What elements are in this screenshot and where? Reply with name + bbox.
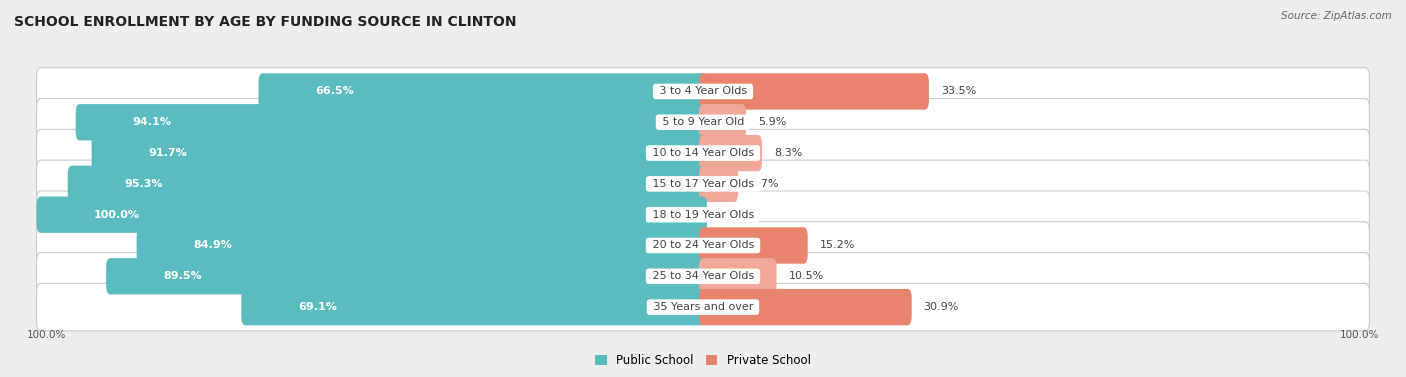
Text: Source: ZipAtlas.com: Source: ZipAtlas.com <box>1281 11 1392 21</box>
FancyBboxPatch shape <box>37 284 1369 331</box>
Text: 91.7%: 91.7% <box>149 148 187 158</box>
Text: 35 Years and over: 35 Years and over <box>650 302 756 312</box>
Text: 15 to 17 Year Olds: 15 to 17 Year Olds <box>648 179 758 189</box>
Text: 94.1%: 94.1% <box>132 117 172 127</box>
Text: 100.0%: 100.0% <box>94 210 139 220</box>
FancyBboxPatch shape <box>699 104 747 141</box>
Text: SCHOOL ENROLLMENT BY AGE BY FUNDING SOURCE IN CLINTON: SCHOOL ENROLLMENT BY AGE BY FUNDING SOUR… <box>14 15 516 29</box>
FancyBboxPatch shape <box>699 73 929 110</box>
Text: 10.5%: 10.5% <box>789 271 824 281</box>
FancyBboxPatch shape <box>242 289 707 325</box>
Legend: Public School, Private School: Public School, Private School <box>591 349 815 372</box>
Text: 5 to 9 Year Old: 5 to 9 Year Old <box>658 117 748 127</box>
FancyBboxPatch shape <box>37 191 1369 238</box>
Text: 66.5%: 66.5% <box>315 86 354 97</box>
Text: 25 to 34 Year Olds: 25 to 34 Year Olds <box>648 271 758 281</box>
FancyBboxPatch shape <box>699 135 762 171</box>
FancyBboxPatch shape <box>136 227 707 264</box>
Text: 89.5%: 89.5% <box>163 271 201 281</box>
Text: 33.5%: 33.5% <box>941 86 976 97</box>
Text: 8.3%: 8.3% <box>773 148 803 158</box>
FancyBboxPatch shape <box>699 227 807 264</box>
FancyBboxPatch shape <box>105 258 707 294</box>
FancyBboxPatch shape <box>37 98 1369 146</box>
FancyBboxPatch shape <box>91 135 707 171</box>
Text: 20 to 24 Year Olds: 20 to 24 Year Olds <box>648 241 758 250</box>
Text: 30.9%: 30.9% <box>924 302 959 312</box>
Text: 69.1%: 69.1% <box>298 302 337 312</box>
FancyBboxPatch shape <box>699 289 911 325</box>
Text: 84.9%: 84.9% <box>194 241 232 250</box>
FancyBboxPatch shape <box>37 196 707 233</box>
FancyBboxPatch shape <box>37 129 1369 177</box>
Text: 0.0%: 0.0% <box>718 210 747 220</box>
Text: 4.7%: 4.7% <box>749 179 779 189</box>
FancyBboxPatch shape <box>67 166 707 202</box>
Text: 95.3%: 95.3% <box>125 179 163 189</box>
Text: 100.0%: 100.0% <box>27 330 66 340</box>
FancyBboxPatch shape <box>76 104 707 141</box>
Text: 10 to 14 Year Olds: 10 to 14 Year Olds <box>648 148 758 158</box>
Text: 100.0%: 100.0% <box>1340 330 1379 340</box>
Text: 15.2%: 15.2% <box>820 241 855 250</box>
Text: 18 to 19 Year Olds: 18 to 19 Year Olds <box>648 210 758 220</box>
FancyBboxPatch shape <box>259 73 707 110</box>
FancyBboxPatch shape <box>699 258 776 294</box>
FancyBboxPatch shape <box>37 160 1369 208</box>
FancyBboxPatch shape <box>37 68 1369 115</box>
FancyBboxPatch shape <box>37 253 1369 300</box>
Text: 3 to 4 Year Olds: 3 to 4 Year Olds <box>655 86 751 97</box>
Text: 5.9%: 5.9% <box>758 117 786 127</box>
FancyBboxPatch shape <box>699 166 738 202</box>
FancyBboxPatch shape <box>37 222 1369 269</box>
